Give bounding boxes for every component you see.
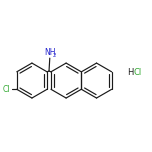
Text: 2: 2 [53,54,57,59]
Text: Cl: Cl [2,85,10,94]
Text: H: H [127,68,134,78]
Text: Cl: Cl [134,68,142,78]
Text: NH: NH [44,48,55,57]
